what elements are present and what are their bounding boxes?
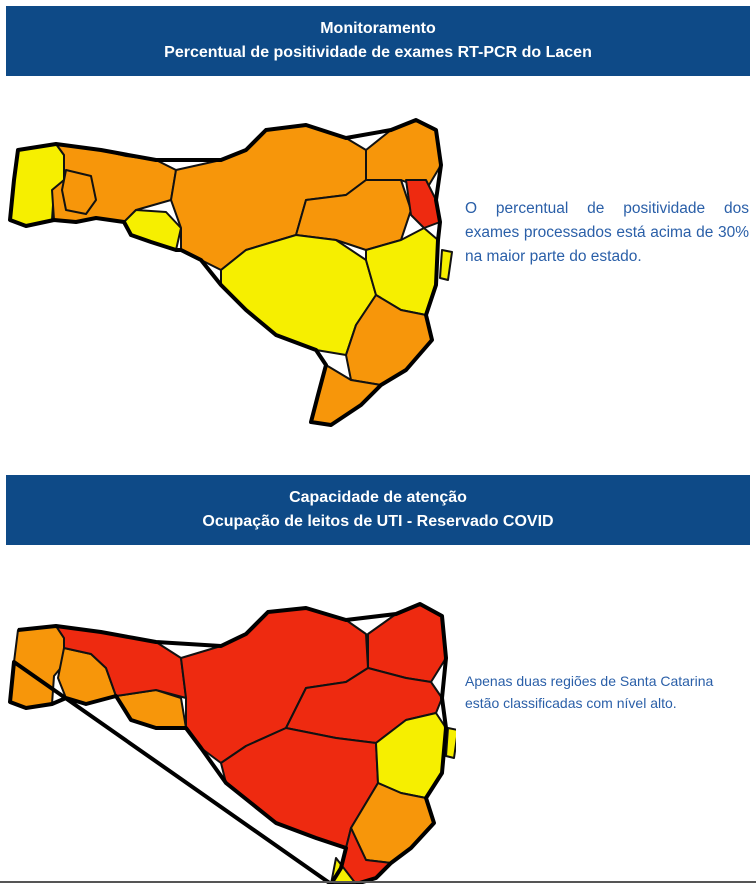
positivity-map xyxy=(6,110,456,435)
positivity-description: O percentual de positividade dos exames … xyxy=(465,200,749,265)
icu-description: Apenas duas regiões de Santa Catarina es… xyxy=(465,673,714,711)
section-header-capacidade: Capacidade de atenção Ocupação de leitos… xyxy=(6,475,750,545)
section-subtitle: Percentual de positividade de exames RT-… xyxy=(164,44,592,61)
region-west-orange-2[interactable] xyxy=(61,169,97,215)
icu-occupancy-map xyxy=(6,598,456,884)
region-island-yellow[interactable] xyxy=(445,727,456,759)
section-title: Monitoramento xyxy=(320,20,436,37)
region-island-yellow[interactable] xyxy=(439,249,453,281)
section-subtitle: Ocupação de leitos de UTI - Reservado CO… xyxy=(202,513,554,530)
section-title: Capacidade de atenção xyxy=(289,489,467,506)
section-header-monitoramento: Monitoramento Percentual de positividade… xyxy=(6,6,750,76)
page-divider xyxy=(0,881,756,883)
